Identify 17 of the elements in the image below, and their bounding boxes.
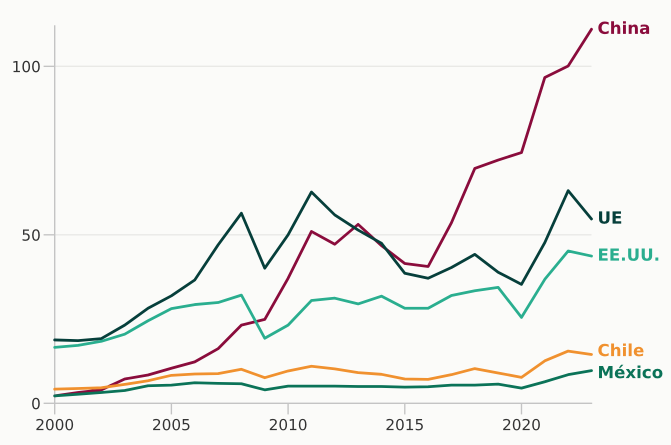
series-label: UE: [599, 211, 622, 224]
series-label: EE.UU.: [599, 248, 658, 261]
y-tick-label: 0: [32, 398, 40, 410]
line-series: [53, 189, 593, 342]
y-tick-label: 100: [13, 60, 40, 72]
x-tick-label: 2005: [153, 418, 190, 430]
x-tick-label: 2010: [270, 418, 307, 430]
line-series: [53, 350, 593, 391]
y-tick-label: 50: [22, 229, 40, 241]
line-series: [53, 369, 593, 398]
series-label: México: [599, 364, 662, 378]
series-label: China: [598, 21, 650, 34]
x-tick-label: 2000: [36, 418, 74, 430]
line-series: [53, 250, 593, 349]
series-label: Chile: [598, 343, 644, 356]
x-tick-label: 2020: [503, 418, 540, 430]
x-tick-label: 2015: [386, 418, 423, 430]
